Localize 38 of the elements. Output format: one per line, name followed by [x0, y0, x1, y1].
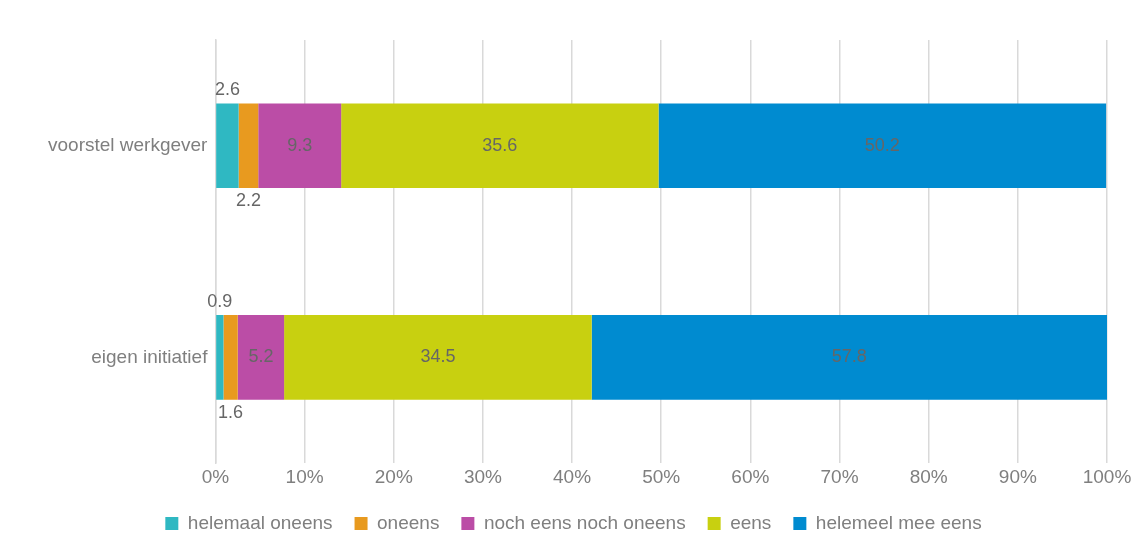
legend-label: oneens — [377, 511, 440, 533]
bar — [591, 315, 1107, 400]
data-label: 34.5 — [420, 346, 456, 367]
data-label: 57.8 — [831, 346, 867, 367]
y-tick-label: voorstel werkgever — [48, 134, 209, 156]
x-tick-label: 20% — [374, 465, 413, 487]
bar — [341, 103, 659, 189]
data-label: 2.6 — [214, 79, 240, 100]
y-tick-label: eigen initiatief — [91, 345, 209, 367]
bar — [223, 315, 238, 400]
x-tick-label: 60% — [731, 465, 770, 487]
bar — [237, 315, 285, 400]
data-label: 1.6 — [218, 401, 244, 422]
legend-label: noch eens noch oneens — [483, 511, 686, 533]
legend-label: helemaal oneens — [187, 511, 333, 533]
bar — [216, 315, 224, 400]
x-tick-label: 30% — [463, 465, 503, 487]
data-label: 50.2 — [864, 134, 900, 155]
x-tick-label: 40% — [553, 465, 592, 487]
data-label: 35.6 — [482, 134, 518, 155]
data-label: 0.9 — [207, 291, 233, 312]
x-tick-label: 90% — [998, 465, 1037, 487]
x-tick-label: 10% — [285, 465, 324, 487]
legend-label: helemeel mee eens — [815, 511, 982, 533]
bar — [658, 103, 1107, 189]
data-label: 5.2 — [248, 346, 274, 367]
data-label: 2.2 — [235, 190, 261, 211]
bar — [238, 103, 259, 189]
legend-label: eens — [730, 511, 772, 533]
bar — [258, 103, 342, 189]
bar — [216, 103, 239, 189]
x-tick-label: 80% — [909, 465, 948, 487]
data-label: 9.3 — [287, 134, 313, 155]
bar — [284, 315, 592, 400]
x-tick-label: 70% — [820, 465, 859, 487]
x-tick-label: 0% — [201, 465, 230, 487]
x-tick-label: 100% — [1082, 465, 1132, 487]
x-tick-label: 50% — [642, 465, 681, 487]
